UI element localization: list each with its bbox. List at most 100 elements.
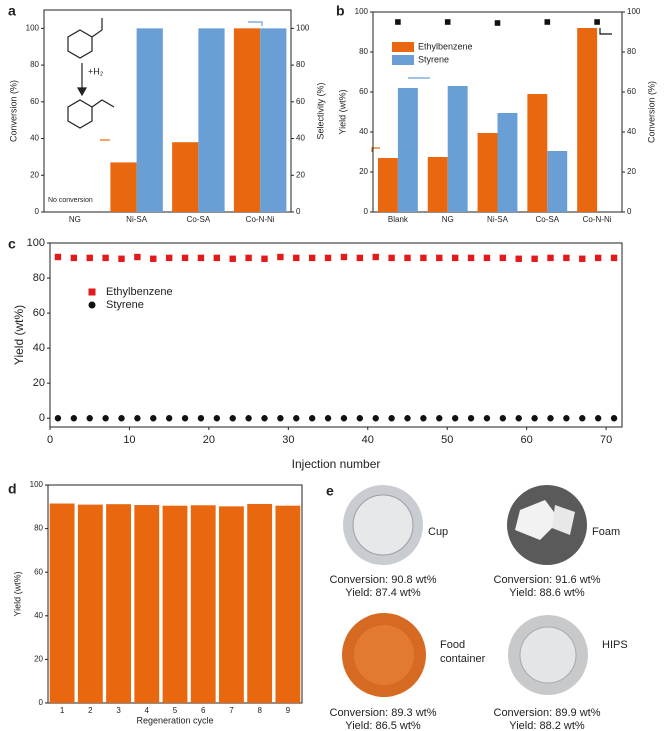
point (499, 254, 507, 262)
y-tick-label: 60 (30, 97, 39, 106)
point (150, 255, 157, 262)
yield-text: Yield: 86.5 wt% (345, 720, 421, 731)
bar (134, 505, 160, 703)
conversion-text: Conversion: 90.8 wt% (330, 574, 437, 586)
y2-tick-label: 100 (296, 23, 310, 32)
point (150, 415, 157, 422)
point (213, 415, 221, 422)
x-tick-label: 7 (229, 706, 234, 715)
panel-label: a (8, 3, 16, 19)
y2-tick-label: 0 (627, 207, 632, 216)
y-tick-label: 100 (355, 7, 369, 16)
point (197, 415, 205, 422)
y-tick-label: 40 (34, 611, 43, 620)
bar (260, 28, 287, 213)
y2-tick-label: 20 (627, 167, 636, 176)
point (547, 415, 554, 422)
point (451, 254, 459, 262)
x-tick-label: Ni-SA (487, 215, 509, 224)
bar (172, 142, 199, 212)
point (594, 415, 602, 422)
y-axis-label: Conversion (%) (8, 80, 18, 142)
x-tick-label: 10 (123, 434, 135, 446)
point (102, 254, 109, 262)
point (531, 255, 538, 262)
bar (577, 28, 598, 212)
point (324, 415, 332, 422)
point (86, 415, 93, 422)
point (134, 415, 141, 422)
y-axis-label: Yield (wt%) (337, 89, 347, 134)
x-tick-label: 2 (88, 706, 93, 715)
point (181, 415, 189, 422)
point (594, 254, 602, 262)
y-tick-label: 0 (35, 207, 40, 216)
point (610, 254, 618, 262)
x-tick-label: Blank (388, 215, 409, 224)
panel-label: e (326, 483, 334, 499)
bar (106, 504, 131, 703)
y-tick-label: 0 (39, 412, 45, 424)
molecule-sketch (67, 18, 612, 152)
bar (547, 151, 568, 212)
point (197, 254, 205, 262)
point (420, 415, 427, 422)
legend-marker (88, 301, 96, 309)
bar (377, 158, 398, 212)
point (515, 255, 522, 262)
point (245, 254, 252, 262)
legend-label: Ethylbenzene (106, 286, 173, 298)
y-tick-label: 80 (359, 47, 368, 56)
x-tick-label: 9 (286, 706, 291, 715)
panel-label: d (8, 481, 17, 497)
x-tick-label: 60 (521, 434, 533, 446)
point (293, 254, 300, 262)
point (86, 254, 93, 262)
y-tick-label: 20 (34, 655, 43, 664)
point (563, 254, 570, 262)
annotation: No conversion (48, 197, 93, 204)
bar (477, 133, 498, 212)
point (213, 254, 221, 262)
point (579, 255, 586, 262)
bar (49, 503, 75, 703)
point (324, 254, 332, 262)
point (404, 415, 411, 422)
x-tick-label: 30 (282, 434, 294, 446)
y2-tick-label: 60 (296, 97, 305, 106)
point (483, 415, 491, 422)
x-axis-label: Regeneration cycle (136, 715, 213, 725)
x-tick-label: 5 (173, 706, 178, 715)
x-tick-label: 20 (203, 434, 215, 446)
item-name: Food (440, 639, 465, 651)
item-name: Cup (428, 526, 448, 538)
y2-tick-label: 80 (296, 60, 305, 69)
y2-tick-label: 40 (627, 127, 636, 136)
bar (397, 88, 418, 212)
point (395, 19, 401, 25)
plot-frame (49, 242, 623, 428)
y-tick-label: 60 (359, 87, 368, 96)
point (444, 19, 451, 25)
y-tick-label: 20 (359, 167, 368, 176)
point (229, 255, 236, 262)
y-tick-label: 80 (30, 60, 39, 69)
point (54, 415, 62, 422)
point (388, 254, 395, 262)
y-axis-label: Yield (wt%) (12, 305, 26, 365)
item-name: HIPS (602, 639, 628, 651)
y2-axis-label: Conversion (%) (646, 81, 656, 143)
y2-tick-label: 60 (627, 87, 636, 96)
bar (190, 505, 216, 703)
point (277, 415, 284, 422)
point (293, 415, 300, 422)
point (483, 254, 491, 262)
plot-frame (43, 9, 292, 213)
point (544, 19, 551, 25)
point (436, 415, 443, 422)
point (610, 415, 618, 422)
y2-tick-label: 20 (296, 170, 305, 179)
yield-text: Yield: 88.2 wt% (509, 720, 585, 731)
y-tick-label: 80 (33, 272, 45, 284)
conversion-text: Conversion: 89.9 wt% (494, 707, 601, 719)
